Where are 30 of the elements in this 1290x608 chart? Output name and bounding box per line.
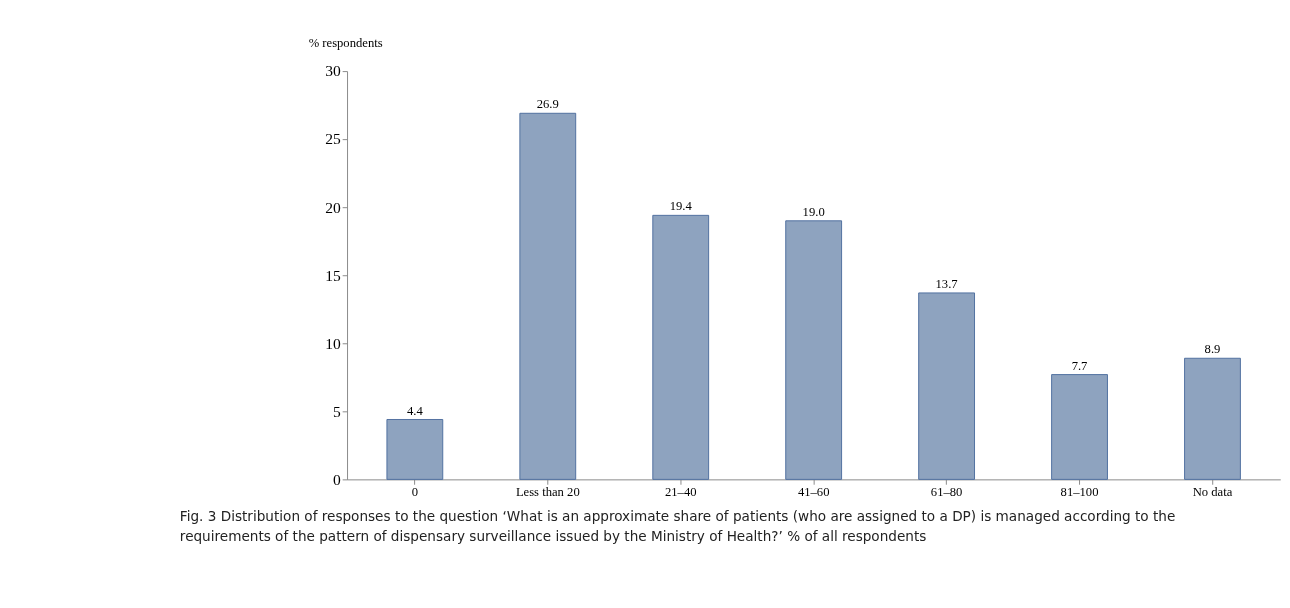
y-tick-label: 15 — [325, 266, 341, 284]
bar — [386, 419, 444, 480]
y-tick-label: 5 — [332, 402, 341, 420]
y-tick-label: 20 — [325, 198, 341, 216]
data-label: 19.4 — [669, 199, 693, 214]
caption: Fig. 3 Distribution of responses to the question ‘What is an approximate share of patients (who are assigned to a DP) is managed according to the requirements of the pattern of dispensary surveillance issued by the Ministry of Health?’ % of all respondents — [179, 508, 1176, 544]
bar — [1051, 374, 1108, 480]
data-label: 4.4 — [406, 403, 424, 418]
bar — [519, 112, 577, 480]
y-axis-title: % respondents — [308, 36, 383, 51]
bar — [785, 220, 843, 480]
y-tick-label: 0 — [332, 470, 341, 488]
bar — [652, 214, 710, 480]
data-label: 13.7 — [935, 277, 958, 292]
x-tick-label: 21–40 — [664, 485, 697, 500]
bar — [1184, 357, 1241, 480]
x-tick-label: 41–60 — [797, 485, 830, 500]
data-label: 19.0 — [802, 204, 825, 219]
y-tick-label: 10 — [325, 334, 341, 352]
x-tick-label: Less than 20 — [515, 485, 580, 500]
data-label: 8.9 — [1204, 342, 1221, 357]
data-label: 7.7 — [1071, 358, 1088, 373]
x-tick-label: 61–80 — [930, 485, 963, 500]
x-tick-label: 81–100 — [1060, 485, 1099, 500]
y-tick-label: 30 — [325, 62, 341, 80]
data-label: 26.9 — [536, 97, 559, 112]
y-tick-label: 25 — [325, 130, 341, 148]
bar — [918, 292, 976, 480]
x-tick-label: 0 — [411, 485, 418, 500]
x-tick-label: No data — [1192, 485, 1233, 500]
